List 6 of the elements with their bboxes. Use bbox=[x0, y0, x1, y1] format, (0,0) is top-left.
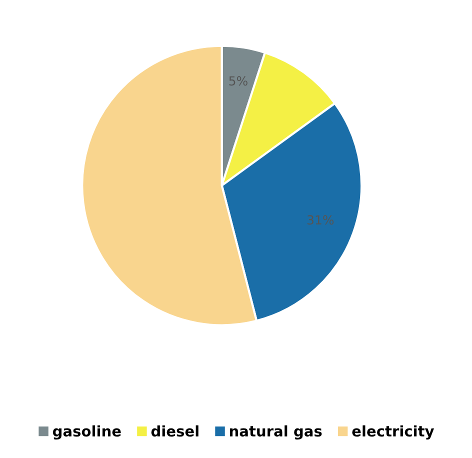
data-label: 5% bbox=[229, 76, 248, 86]
legend-label: gasoline bbox=[52, 425, 121, 440]
legend-label: natural gas bbox=[230, 425, 322, 440]
data-label: 31% bbox=[307, 215, 334, 225]
legend-label: diesel bbox=[151, 425, 198, 437]
legend-label: electricity bbox=[352, 425, 434, 440]
